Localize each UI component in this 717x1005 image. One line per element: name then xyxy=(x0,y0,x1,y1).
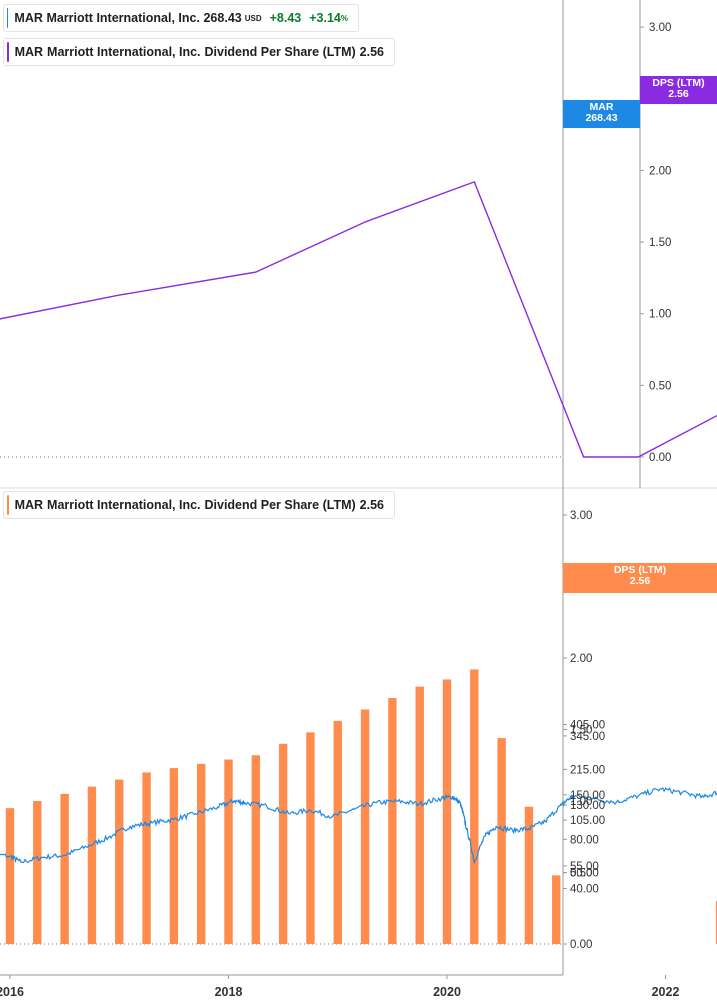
price-tick-label: 55.00 xyxy=(570,861,599,873)
dps-legend-bottom-company: Marriott International, Inc. xyxy=(47,498,201,512)
dps-legend-top-swatch xyxy=(7,42,9,62)
dps-bar xyxy=(442,679,452,944)
dps-bar xyxy=(33,801,42,944)
price-legend-swatch xyxy=(7,8,9,28)
dps-bottom-tag-value: 2.56 xyxy=(629,575,651,587)
dps-bar xyxy=(87,786,97,944)
dps-bar xyxy=(360,709,370,944)
price-tick-label: 405.00 xyxy=(570,720,605,732)
dps-line xyxy=(0,181,717,458)
dps-legend-bottom-value: 2.56 xyxy=(359,498,384,512)
dps-bar xyxy=(497,738,506,944)
year-tick-label: 2020 xyxy=(433,985,461,999)
year-tick-label: 2016 xyxy=(0,985,24,999)
price-tick-label: 150.00 xyxy=(570,790,605,802)
bar-tick-label: 1.50 xyxy=(570,725,592,737)
dps-bar xyxy=(415,686,424,944)
dps-tick-label: 0.00 xyxy=(649,452,671,464)
dps-legend-bottom-metric: Dividend Per Share (LTM) xyxy=(204,498,356,512)
bar-tick-label: 0.50 xyxy=(570,868,592,880)
dps-legend-top-company: Marriott International, Inc. xyxy=(47,45,201,59)
year-tick-label: 2022 xyxy=(652,985,680,999)
dps-bar xyxy=(306,732,315,944)
dps-bar xyxy=(388,698,397,944)
dps-legend-bottom-ticker: MAR xyxy=(14,498,44,512)
dps-bar xyxy=(196,763,206,944)
dps-bottom-tag-label: DPS (LTM) xyxy=(613,564,667,576)
dps-tick-label: 1.50 xyxy=(649,237,671,249)
price-legend-ticker: MAR xyxy=(14,11,43,25)
dps-bar xyxy=(224,759,233,944)
dps-bar xyxy=(60,793,69,944)
price-tick-label: 130.00 xyxy=(570,800,605,812)
dps-bar xyxy=(470,669,479,944)
price-tick-label: 40.00 xyxy=(570,883,599,895)
year-tick-label: 2018 xyxy=(215,985,243,999)
price-legend-pct-sign: % xyxy=(340,13,349,23)
dps-bar xyxy=(278,743,288,944)
dps-legend-top-value: 2.56 xyxy=(359,45,384,59)
bar-tick-label: 3.00 xyxy=(570,510,592,522)
dps-legend-top-ticker: MAR xyxy=(14,45,44,59)
dps-legend-top[interactable]: MAR Marriott International, Inc. Dividen… xyxy=(3,38,395,66)
dps-bar xyxy=(333,720,342,944)
dps-bar xyxy=(715,901,717,944)
price-legend-change-pct: +3.14 xyxy=(309,11,341,25)
price-legend-price: 268.43 xyxy=(203,11,242,25)
dps-legend-bottom-swatch xyxy=(7,495,9,515)
dps-bottom-value-tag: DPS (LTM) 2.56 xyxy=(563,563,717,593)
price-tick-label: 345.00 xyxy=(570,731,605,743)
price-value-tag: MAR 268.43 xyxy=(563,100,640,128)
dps-legend-bottom[interactable]: MAR Marriott International, Inc. Dividen… xyxy=(3,491,395,519)
dps-bar xyxy=(169,768,179,944)
dps-top-tag-value: 2.56 xyxy=(668,88,689,100)
dps-bar xyxy=(524,806,534,944)
price-legend[interactable]: MAR Marriott International, Inc. 268.43 … xyxy=(3,4,359,32)
price-tag-value: 268.43 xyxy=(585,112,618,124)
dps-bar xyxy=(142,772,151,944)
price-tick-label: 50.00 xyxy=(570,868,599,880)
dps-top-tag-label: DPS (LTM) xyxy=(652,77,705,89)
dps-top-value-tag: DPS (LTM) 2.56 xyxy=(640,76,717,104)
price-legend-currency: USD xyxy=(244,13,262,23)
price-legend-company: Marriott International, Inc. xyxy=(46,11,200,25)
bar-tick-label: 2.00 xyxy=(570,653,592,665)
dps-bar xyxy=(5,808,15,944)
price-legend-change: +8.43 xyxy=(269,11,302,25)
dps-bar xyxy=(251,755,261,944)
price-tick-label: 215.00 xyxy=(570,764,605,776)
dps-tick-label: 1.00 xyxy=(649,309,671,321)
dps-tick-label: 3.00 xyxy=(649,22,671,34)
price-tick-label: 105.00 xyxy=(570,815,605,827)
price-tick-label: 80.00 xyxy=(570,834,599,846)
dps-bar xyxy=(115,779,124,944)
dps-tick-label: 0.50 xyxy=(649,380,671,392)
dps-legend-top-metric: Dividend Per Share (LTM) xyxy=(204,45,356,59)
dps-tick-label: 2.00 xyxy=(649,165,671,177)
price-line xyxy=(0,787,717,864)
dps-bar xyxy=(552,875,561,944)
price-tag-label: MAR xyxy=(589,101,614,113)
bar-tick-label: 0.00 xyxy=(570,939,592,951)
bar-tick-label: 1.00 xyxy=(570,796,592,808)
